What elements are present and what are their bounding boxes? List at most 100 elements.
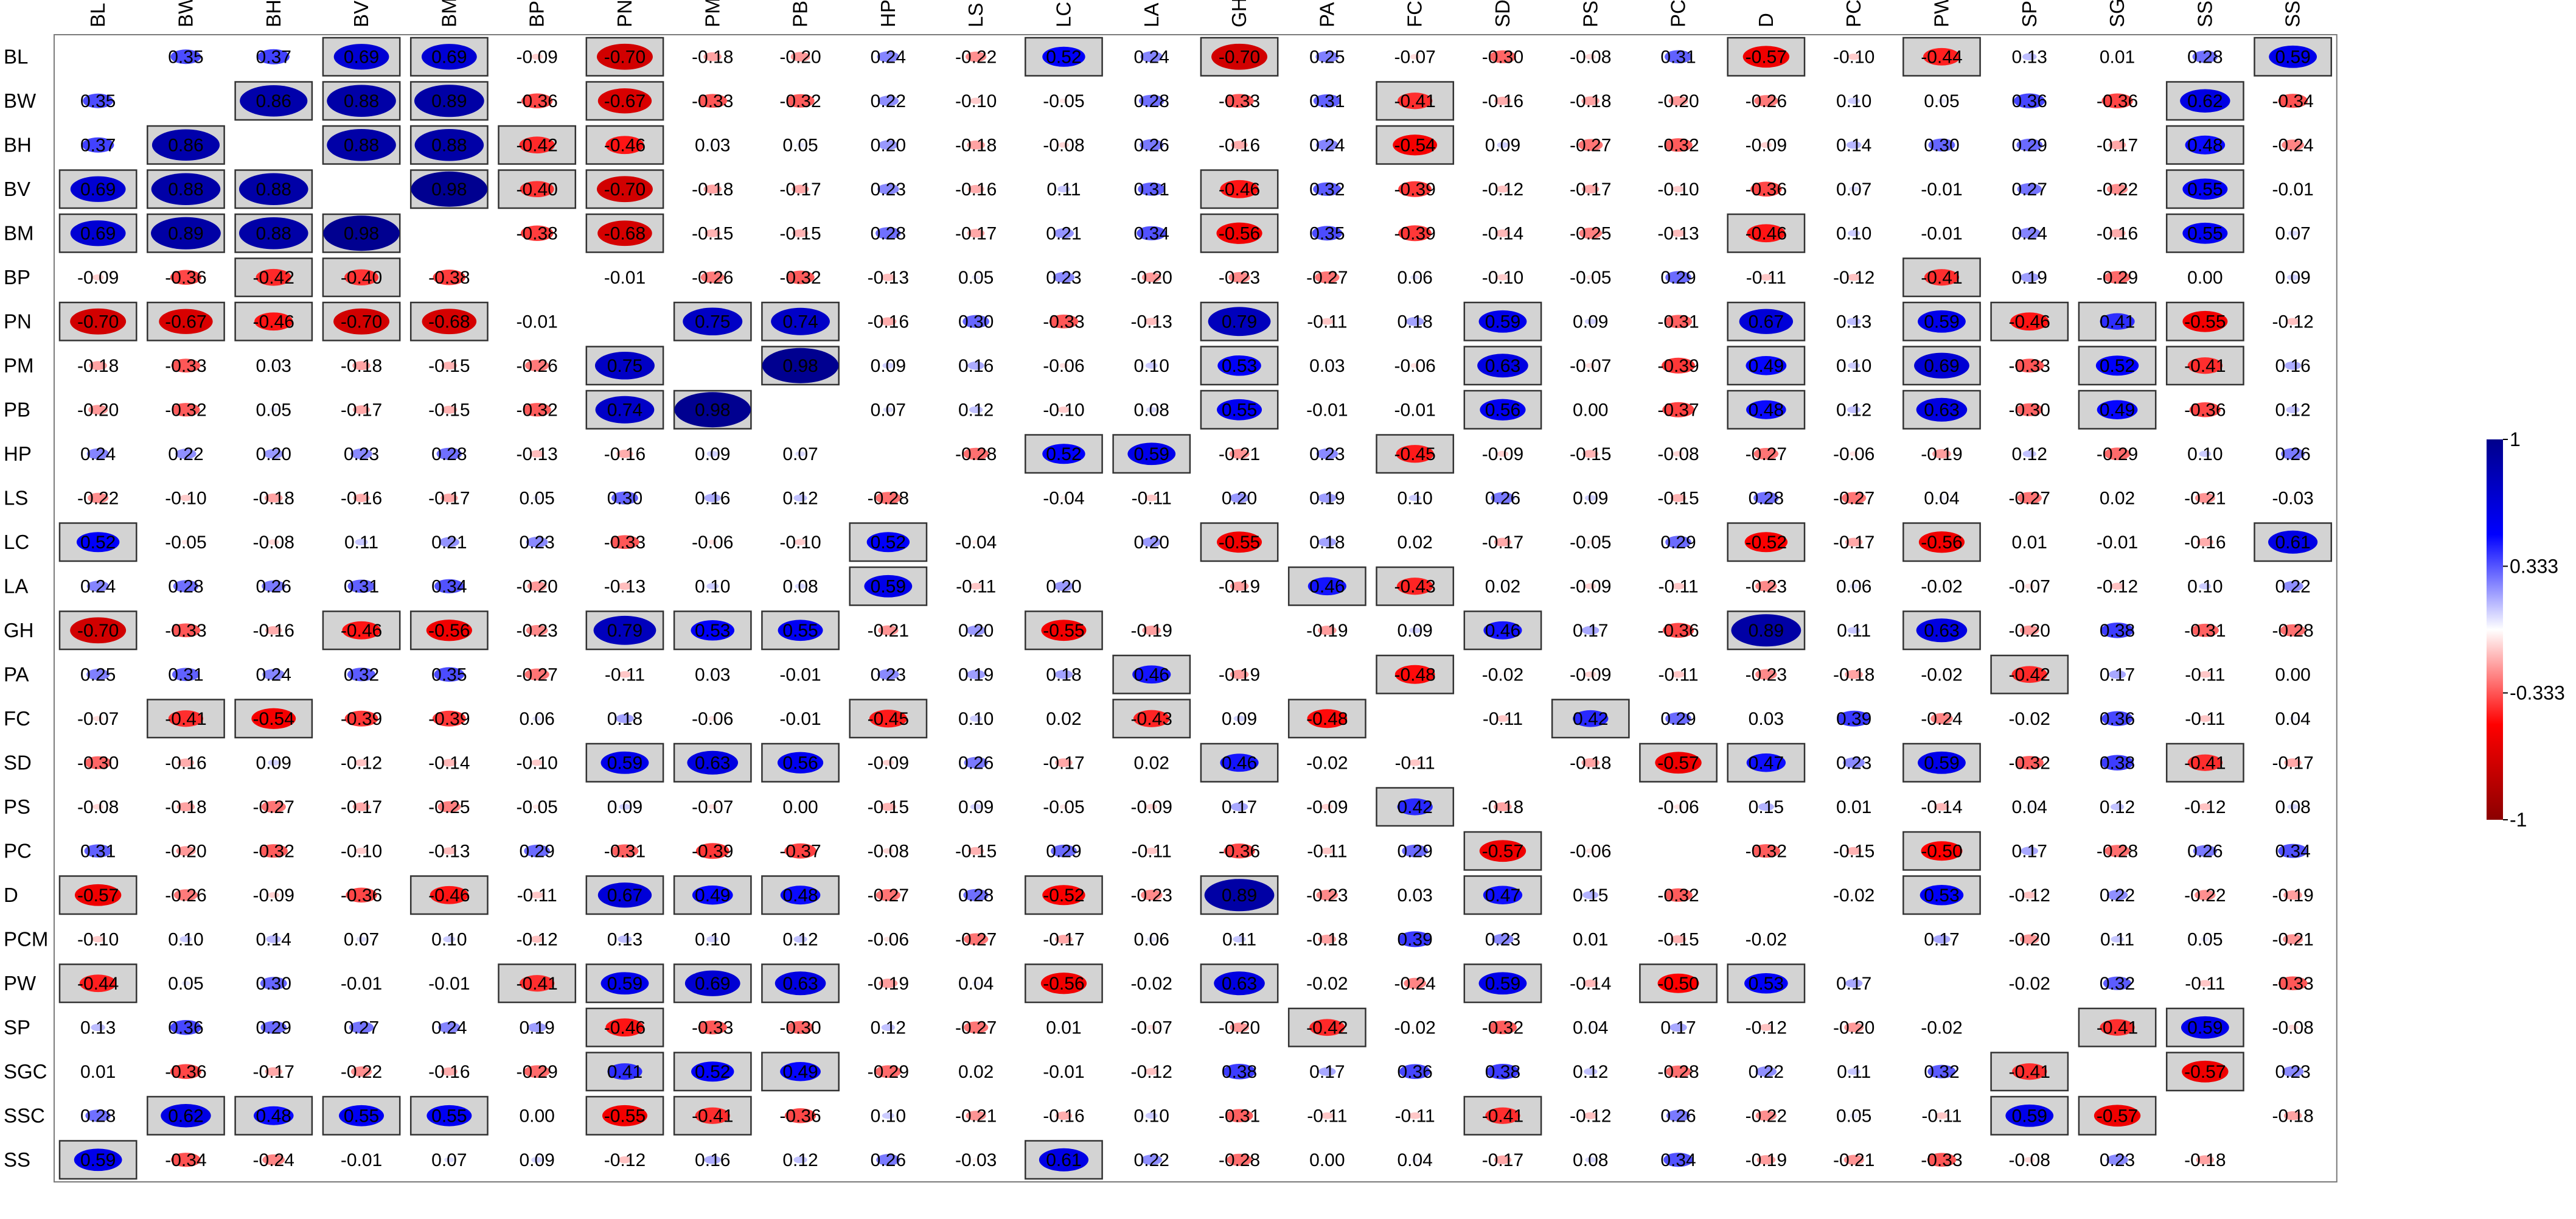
correlation-value: -0.18: [1570, 753, 1611, 773]
cell-bh-la: 0.26: [1134, 135, 1169, 155]
correlation-ellipse: [1060, 1069, 1067, 1074]
correlation-ellipse: [963, 1021, 989, 1034]
correlation-value: -0.50: [1921, 841, 1962, 861]
cell-ls-pn: 0.30: [607, 488, 642, 508]
cell-pc-ls: -0.15: [955, 841, 997, 861]
correlation-ellipse: [2284, 758, 2302, 767]
cell-pc-ss: 0.34: [2275, 841, 2310, 861]
row-label-ps: PS: [4, 795, 30, 818]
correlation-value: -0.09: [1131, 797, 1172, 817]
cell-pc-bm: -0.13: [428, 841, 470, 861]
cell-sgc-hp: -0.29: [868, 1062, 909, 1082]
correlation-ellipse: [1573, 710, 1609, 727]
cell-bm-gh: -0.56: [1200, 213, 1279, 253]
legend-tick-label: -1: [2510, 809, 2527, 831]
correlation-value: 0.28: [1749, 488, 1784, 508]
correlation-value: -0.22: [1746, 1106, 1787, 1126]
correlation-value: 0.09: [1573, 488, 1608, 508]
cell-pc-sgc: -0.28: [2097, 841, 2138, 861]
correlation-ellipse: [262, 669, 285, 680]
cell-bh-bm: 0.88: [409, 125, 489, 165]
correlation-ellipse: [1665, 1065, 1691, 1078]
cell-gh-fc: 0.09: [1397, 621, 1432, 641]
cell-sp-sgc: -0.41: [2078, 1007, 2157, 1047]
cell-bp-sd: -0.10: [1482, 268, 1523, 288]
cell-bv-pcm: 0.07: [1836, 180, 1871, 200]
cell-pm-gh: 0.53: [1200, 346, 1279, 386]
correlation-value: -0.27: [2009, 488, 2050, 508]
cell-bv-bh: 0.88: [234, 169, 313, 209]
correlation-value: -0.23: [1131, 885, 1172, 906]
correlation-value: -0.06: [1043, 356, 1084, 376]
correlation-ellipse: [1486, 1063, 1519, 1080]
cell-gh-pw: 0.63: [1902, 610, 1981, 651]
correlation-ellipse: [82, 137, 114, 153]
correlation-value: -0.19: [1219, 576, 1260, 596]
cell-fc-sp: -0.02: [2009, 709, 2050, 729]
correlation-ellipse: [1666, 1109, 1691, 1122]
correlation-ellipse: [2289, 716, 2297, 721]
cell-pc-sp: 0.17: [2012, 841, 2047, 861]
cell-pw-sp: -0.02: [2009, 974, 2050, 994]
correlation-value: 0.20: [1222, 488, 1257, 508]
correlation-ellipse: [1848, 230, 1861, 237]
cell-sgc-bh: -0.17: [253, 1062, 294, 1082]
cell-ss-hp: 0.26: [871, 1150, 906, 1170]
correlation-ellipse: [1494, 802, 1512, 812]
cell-hp-bl: 0.24: [80, 444, 116, 464]
correlation-ellipse: [1847, 406, 1861, 413]
correlation-value: 0.37: [80, 135, 116, 155]
correlation-value: -0.18: [253, 488, 294, 508]
cell-ls-bl: -0.22: [77, 488, 119, 508]
cell-la-bv: 0.31: [344, 576, 379, 596]
correlation-value: -0.05: [165, 533, 206, 553]
row-label-sd: SD: [4, 751, 32, 774]
correlation-ellipse: [882, 362, 894, 369]
cell-pa-bv: 0.32: [344, 665, 379, 685]
correlation-value: -0.68: [428, 312, 470, 332]
correlation-value: -0.31: [1657, 312, 1699, 332]
correlation-ellipse: [2019, 934, 2039, 945]
correlation-ellipse: [1307, 577, 1346, 596]
correlation-ellipse: [1230, 493, 1250, 503]
correlation-value: -0.39: [1657, 356, 1699, 376]
cell-bv-pm: -0.18: [692, 180, 733, 200]
correlation-ellipse: [1935, 1112, 1949, 1119]
correlation-value: 0.98: [344, 223, 379, 243]
correlation-value: 0.10: [2187, 444, 2223, 464]
cell-sgc-pb: 0.49: [761, 1052, 840, 1092]
correlation-value: -0.08: [1657, 444, 1699, 464]
cell-gh-ls: 0.20: [958, 621, 994, 641]
correlation-ellipse: [527, 1022, 547, 1032]
correlation-ellipse: [1665, 712, 1691, 725]
correlation-ellipse: [2278, 976, 2308, 991]
cell-hp-bw: 0.22: [168, 444, 203, 464]
correlation-ellipse: [1313, 94, 1341, 108]
cell-ssc-bv: 0.55: [322, 1095, 401, 1136]
correlation-ellipse: [1938, 231, 1945, 236]
correlation-ellipse: [797, 672, 804, 677]
correlation-ellipse: [532, 495, 541, 501]
correlation-value: 0.01: [2100, 47, 2135, 67]
correlation-ellipse: [353, 494, 370, 503]
correlation-ellipse: [1584, 583, 1596, 590]
cell-pw-bv: -0.01: [341, 974, 382, 994]
cell-pcm-bv: 0.07: [344, 929, 379, 949]
cell-ss-pm: 0.16: [695, 1150, 730, 1170]
correlation-value: 0.59: [607, 753, 642, 773]
cell-pb-sgc: 0.49: [2078, 389, 2157, 430]
cell-pa-pc: -0.11: [1658, 665, 1698, 685]
cell-bl-pcm: -0.10: [1833, 47, 1875, 67]
correlation-value: -0.56: [1921, 533, 1962, 553]
correlation-value: 0.23: [1485, 929, 1520, 949]
correlation-value: 0.15: [1749, 797, 1784, 817]
cell-fc-ss: 0.04: [2275, 709, 2310, 729]
correlation-value: -0.30: [1482, 47, 1523, 67]
correlation-ellipse: [520, 975, 555, 992]
correlation-value: -0.32: [1657, 135, 1699, 155]
correlation-value: 0.22: [2275, 576, 2310, 596]
cell-bw-bv: 0.88: [322, 81, 401, 121]
correlation-value: 0.05: [168, 974, 203, 994]
column-label-ss: SS: [2282, 1, 2304, 27]
correlation-ellipse: [787, 1021, 814, 1034]
